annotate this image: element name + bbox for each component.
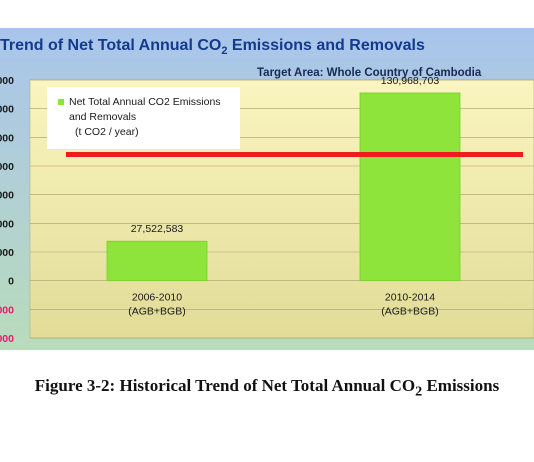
legend-entry-line3: (t CO2 / year) [75,126,139,138]
caption-subscript: 2 [415,383,423,400]
chart-subtitle: Target Area: Whole Country of Cambodia [257,67,482,79]
y-tick-label: 000 [0,218,14,230]
x-tick-label-sub: (AGB+BGB) [128,306,185,318]
figure-caption: Figure 3-2: Historical Trend of Net Tota… [0,376,534,400]
legend-box: Net Total Annual CO2 Emissions and Remov… [47,87,240,149]
data-label: 27,522,583 [131,223,184,235]
y-tick-label: 000 [0,75,14,87]
x-tick-label: 2006-2010 [132,292,182,304]
bar [359,92,461,282]
y-tick-label: 000 [0,190,14,202]
chart-title: Trend of Net Total Annual CO2 Emissions … [0,37,425,57]
x-tick-label-sub: (AGB+BGB) [381,306,438,318]
caption-text: Figure 3-2: Historical Trend of Net Tota… [34,376,416,395]
caption-suffix: Emissions [422,376,500,395]
y-tick-label: 000 [0,333,14,345]
data-label: 130,968,703 [381,75,440,87]
legend-swatch [58,99,64,105]
y-tick-label: 000 [0,304,14,316]
y-tick-label: 000 [0,104,14,116]
y-tick-label: 000 [0,247,14,259]
bar [106,240,208,282]
y-tick-label: 0 [8,276,14,288]
x-tick-label: 2010-2014 [385,292,435,304]
y-tick-label: 000 [0,132,14,144]
y-tick-label: 000 [0,161,14,173]
legend-entry-line2: and Removals [69,111,136,123]
legend-entry-line1: Net Total Annual CO2 Emissions [69,96,221,108]
